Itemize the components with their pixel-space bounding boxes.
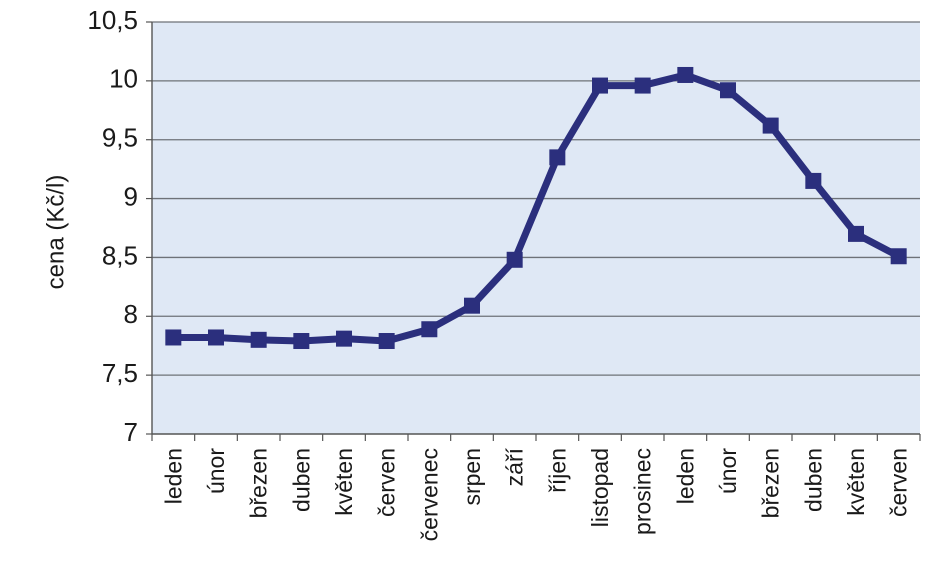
data-point-marker	[634, 77, 651, 94]
x-tick-label: březen	[758, 448, 784, 518]
y-tick-label: 7,5	[102, 358, 138, 388]
data-point-marker	[464, 297, 480, 314]
x-tick-label: červen	[886, 448, 912, 517]
plot-background	[152, 22, 920, 434]
y-tick-label: 10	[109, 64, 138, 94]
y-tick-label: 9	[124, 181, 138, 211]
data-point-marker	[421, 321, 438, 338]
x-tick-label: březen	[246, 448, 272, 518]
data-point-marker	[250, 331, 267, 348]
x-tick-label: červenec	[416, 448, 442, 541]
x-tick-label: duben	[288, 448, 314, 512]
y-tick-label: 9,5	[102, 123, 138, 153]
y-tick-label: 8,5	[102, 240, 138, 270]
data-point-marker	[549, 149, 566, 166]
x-tick-label: květen	[843, 448, 869, 516]
plot-area	[152, 22, 920, 434]
data-point-marker	[848, 225, 864, 242]
y-tick-label: 7	[124, 417, 138, 447]
data-point-marker	[762, 117, 779, 134]
data-point-marker	[293, 333, 310, 350]
y-axis-title: cena (Kč/l)	[42, 175, 69, 290]
data-series	[165, 66, 907, 350]
data-point-marker	[720, 82, 736, 99]
gridlines	[146, 21, 920, 435]
x-tick-label: říjen	[544, 448, 570, 493]
x-tick-label: prosinec	[630, 448, 656, 535]
x-tick-label: listopad	[587, 448, 613, 527]
data-point-marker	[805, 172, 822, 189]
x-tick-label: duben	[800, 448, 826, 512]
y-tick-label: 10,5	[87, 5, 138, 35]
x-tick-label: květen	[331, 448, 357, 516]
axes	[151, 22, 921, 441]
y-axis-tick-labels: 7 7,5 8 8,5 9 9,5 10 10,5	[87, 5, 138, 447]
x-tick-label: srpen	[459, 448, 485, 506]
data-point-marker	[336, 330, 352, 347]
y-tick-label: 8	[124, 299, 138, 329]
data-point-marker	[592, 77, 608, 94]
data-point-marker	[506, 251, 523, 268]
data-point-marker	[378, 333, 395, 350]
x-tick-label: červen	[374, 448, 400, 517]
x-tick-label: únor	[203, 448, 229, 494]
data-point-marker	[677, 66, 694, 83]
x-tick-label: leden	[672, 448, 698, 504]
x-tick-label: leden	[160, 448, 186, 504]
x-tick-label: únor	[715, 448, 741, 494]
x-axis-tick-labels: leden únor březen duben květen červen červenec…	[160, 447, 911, 541]
data-point-marker	[208, 329, 224, 346]
data-point-marker	[165, 329, 182, 346]
x-tick-label: září	[502, 447, 528, 486]
data-point-marker	[890, 248, 907, 265]
